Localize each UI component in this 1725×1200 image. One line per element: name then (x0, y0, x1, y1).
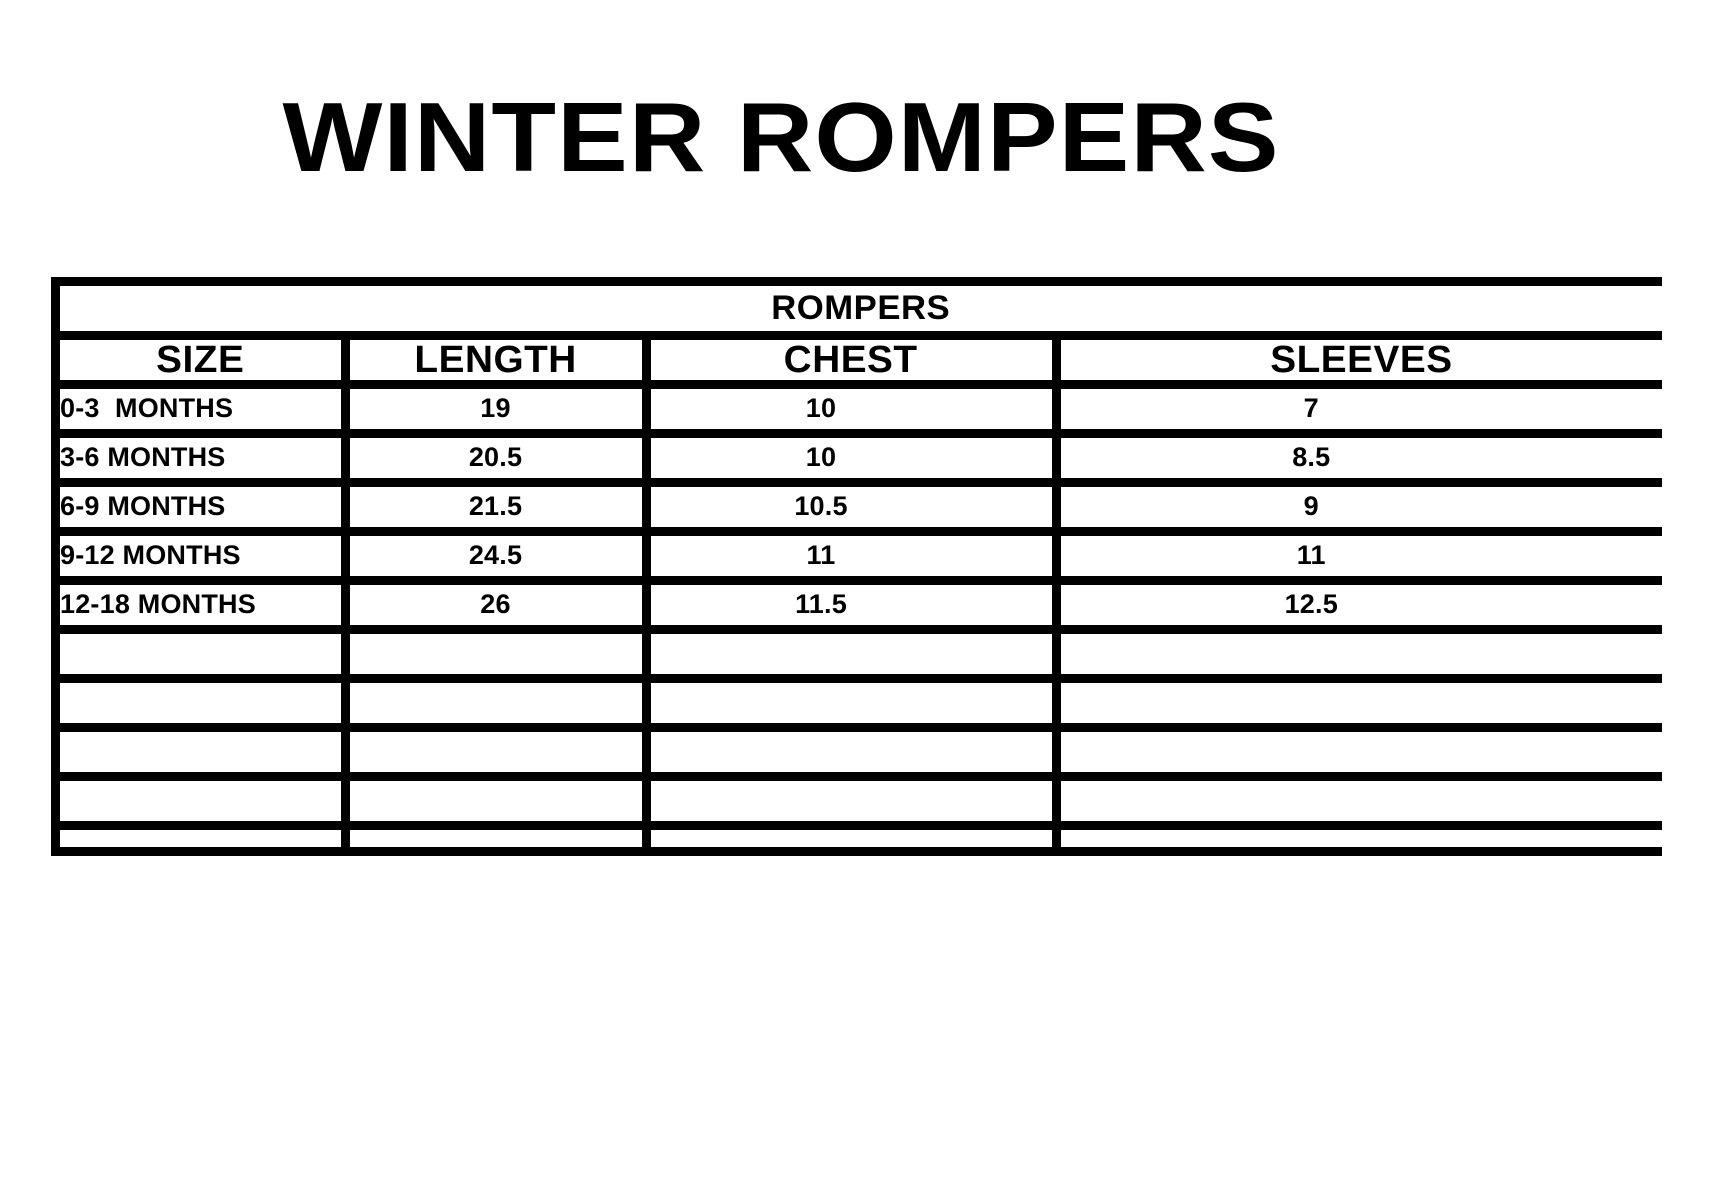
cell-length-empty (345, 776, 651, 830)
cell-size-empty (60, 727, 350, 781)
cell-sleeves-value: 7 (1303, 393, 1319, 423)
page-title: WINTER ROMPERS (282, 82, 1280, 192)
table-row-empty (60, 629, 1663, 683)
cell-chest-empty (646, 629, 1061, 683)
cell-size-value: 6-9 MONTHS (60, 491, 226, 521)
cell-sleeves: 7 (1056, 384, 1663, 438)
column-header-chest-label: CHEST (784, 338, 918, 381)
cell-size-empty (60, 629, 350, 683)
cell-sleeves-empty (1056, 629, 1663, 683)
column-header-length: LENGTH (345, 335, 651, 389)
cell-chest-value: 10 (805, 393, 837, 423)
column-header-sleeves: SLEEVES (1056, 335, 1663, 389)
cell-sleeves-value: 11 (1296, 540, 1326, 570)
column-header-chest: CHEST (646, 335, 1061, 389)
cell-chest-value: 10 (805, 442, 837, 472)
cell-length-empty (345, 825, 651, 847)
cell-size-value: 9-12 MONTHS (60, 540, 241, 570)
cell-sleeves: 12.5 (1056, 580, 1663, 634)
cell-length: 20.5 (345, 433, 651, 487)
cell-chest-empty (646, 727, 1061, 781)
cell-sleeves-empty (1056, 776, 1663, 830)
column-header-size-label: SIZE (156, 338, 245, 381)
column-header-length-label: LENGTH (414, 338, 577, 381)
cell-chest: 11 (646, 531, 1061, 585)
cell-length: 24.5 (345, 531, 651, 585)
cell-sleeves: 8.5 (1056, 433, 1663, 487)
cell-sleeves-empty (1056, 678, 1663, 732)
table-row: 0-3 MONTHS 19 10 7 (60, 384, 1663, 438)
cell-size-value: 12-18 MONTHS (60, 589, 256, 619)
cell-chest: 10.5 (646, 482, 1061, 536)
cell-chest-value: 11.5 (795, 589, 847, 619)
cell-sleeves-value: 12.5 (1284, 589, 1338, 619)
cell-chest: 10 (646, 433, 1061, 487)
cell-chest: 10 (646, 384, 1061, 438)
cell-sleeves-empty (1056, 825, 1663, 847)
table-row: 9-12 MONTHS 24.5 11 11 (60, 531, 1663, 585)
table-row: 3-6 MONTHS 20.5 10 8.5 (60, 433, 1663, 487)
cell-sleeves: 9 (1056, 482, 1663, 536)
cell-chest: 11.5 (646, 580, 1061, 634)
cell-length-value: 19 (480, 393, 511, 423)
cell-length-value: 24.5 (468, 540, 523, 570)
cell-sleeves-value: 9 (1303, 491, 1319, 521)
cell-size-empty (60, 825, 350, 847)
cell-length-value: 26 (480, 589, 511, 619)
cell-chest-value: 10.5 (794, 491, 848, 521)
size-chart-table-container: ROMPERS SIZE LENGTH CHEST SLEEVES (51, 277, 1663, 856)
cell-sleeves-empty (1056, 727, 1663, 781)
cell-chest-empty (646, 776, 1061, 830)
cell-size-empty (60, 776, 350, 830)
cell-sleeves: 11 (1056, 531, 1663, 585)
table-row: 6-9 MONTHS 21.5 10.5 9 (60, 482, 1663, 536)
cell-length-empty (345, 678, 651, 732)
column-header-sleeves-label: SLEEVES (1270, 338, 1453, 381)
cell-size-empty (60, 678, 350, 732)
table-row-empty (60, 727, 1663, 781)
cell-length-value: 20.5 (468, 442, 523, 472)
cell-sleeves-value: 8.5 (1292, 442, 1331, 472)
column-header-size: SIZE (60, 335, 350, 389)
cell-size-value: 0-3 MONTHS (60, 393, 234, 423)
table-row: 12-18 MONTHS 26 11.5 12.5 (60, 580, 1663, 634)
cell-size: 6-9 MONTHS (60, 482, 350, 536)
table-header-row: SIZE LENGTH CHEST SLEEVES (60, 335, 1663, 389)
table-row-empty (60, 776, 1663, 830)
cell-size: 0-3 MONTHS (60, 384, 350, 438)
table-row-empty (60, 825, 1663, 847)
cell-chest-empty (646, 825, 1061, 847)
cell-length: 26 (345, 580, 651, 634)
size-chart-table: ROMPERS SIZE LENGTH CHEST SLEEVES (60, 286, 1663, 847)
cell-chest-empty (646, 678, 1061, 732)
table-caption-cell: ROMPERS (60, 286, 1663, 340)
table-caption-label: ROMPERS (771, 289, 951, 328)
cell-length-empty (345, 727, 651, 781)
cell-chest-value: 11 (806, 540, 836, 570)
cell-size: 3-6 MONTHS (60, 433, 350, 487)
cell-length-empty (345, 629, 651, 683)
cell-length: 21.5 (345, 482, 651, 536)
cell-size-value: 3-6 MONTHS (60, 442, 226, 472)
cell-size: 12-18 MONTHS (60, 580, 350, 634)
table-row-empty (60, 678, 1663, 732)
cell-length-value: 21.5 (468, 491, 523, 521)
cell-size: 9-12 MONTHS (60, 531, 350, 585)
cell-length: 19 (345, 384, 651, 438)
table-caption-row: ROMPERS (60, 286, 1663, 340)
